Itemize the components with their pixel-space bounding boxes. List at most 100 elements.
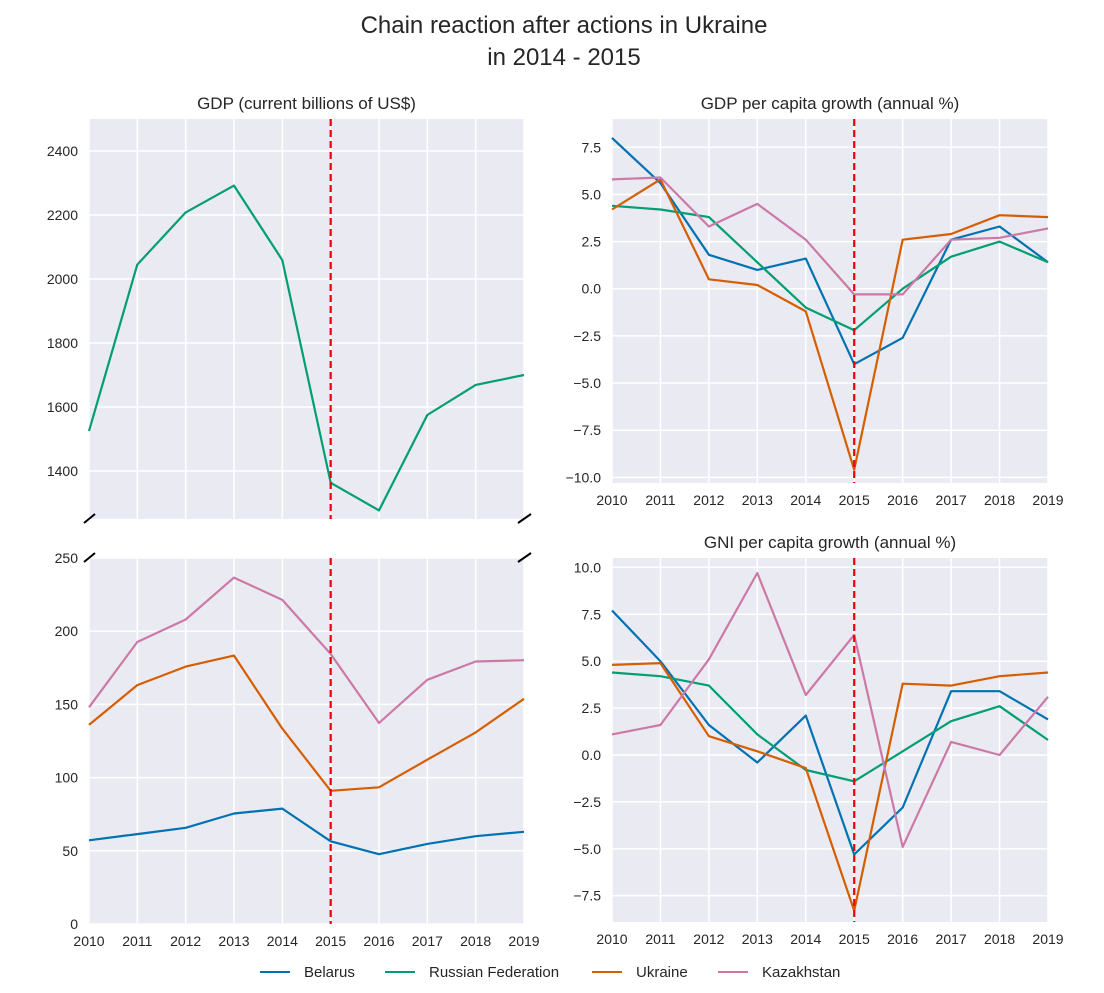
x-tick-label: 2012	[170, 933, 201, 949]
series-line-ukraine	[611, 178, 1049, 471]
panel-background	[612, 558, 1048, 922]
series-line-russian-federation	[87, 184, 525, 512]
legend: Belarus Russian Federation Ukraine Kazak…	[0, 962, 1104, 982]
y-tick-label: −10.0	[566, 469, 602, 485]
y-tick-label: 1400	[47, 463, 78, 479]
series-line-russian-federation	[611, 204, 1049, 332]
series-line-belarus	[611, 137, 1049, 366]
x-tick-label: 2018	[984, 931, 1015, 947]
axis-break-mark	[517, 513, 532, 524]
figure-title-line2: in 2014 - 2015	[487, 44, 641, 71]
panel-title: GNI per capita growth (annual %)	[704, 533, 956, 552]
series-line-kazakhstan	[611, 571, 1049, 849]
panel-background	[89, 119, 524, 519]
series-line-kazakhstan	[611, 176, 1049, 296]
x-tick-label: 2018	[984, 492, 1015, 508]
x-tick-label: 2015	[839, 931, 870, 947]
x-tick-label: 2014	[267, 933, 298, 949]
series-line-kazakhstan	[88, 576, 525, 725]
x-tick-label: 2011	[122, 933, 152, 949]
y-tick-label: 7.5	[582, 606, 602, 622]
x-tick-label: 2010	[596, 492, 627, 508]
legend-swatch-belarus	[260, 971, 290, 973]
panel-title: GDP per capita growth (annual %)	[701, 94, 960, 113]
panel-3: 7.5 5.0 2.5 0.0 −2.5 −5.0 −7.5 −10.0 2010 2011 201…	[566, 94, 1064, 508]
x-tick-label: 2019	[508, 933, 539, 949]
y-tick-label: 5.0	[582, 186, 602, 202]
y-tick-label: 1600	[47, 399, 78, 415]
y-tick-label: −2.5	[573, 794, 601, 810]
x-tick-label: 2017	[936, 931, 967, 947]
panel-2: 0 50 100 150 200 250 2010 2011 2012 2013 2014 2015 2…	[55, 550, 540, 949]
legend-label-ukraine: Ukraine	[636, 963, 688, 981]
figure-title-line1: Chain reaction after actions in Ukraine	[360, 12, 768, 39]
x-tick-label: 2010	[73, 933, 104, 949]
y-tick-label: 200	[55, 623, 79, 639]
x-tick-label: 2010	[596, 931, 627, 947]
panel-title: GDP (current billions of US$)	[197, 94, 416, 113]
legend-label-belarus: Belarus	[304, 963, 355, 981]
y-tick-label: 2000	[47, 271, 78, 287]
panel-background	[89, 558, 524, 924]
legend-swatch-russian-federation	[385, 971, 415, 973]
legend-label-russian-federation: Russian Federation	[429, 963, 560, 981]
legend-item-belarus: Belarus	[260, 962, 355, 982]
x-tick-label: 2014	[790, 931, 821, 947]
y-tick-label: 2.5	[582, 700, 602, 716]
series-line-ukraine	[611, 661, 1049, 912]
x-tick-label: 2012	[693, 931, 724, 947]
x-tick-label: 2019	[1032, 492, 1063, 508]
y-tick-label: 50	[62, 843, 78, 859]
x-tick-label: 2014	[790, 492, 821, 508]
x-tick-label: 2013	[742, 931, 773, 947]
y-tick-label: −2.5	[573, 328, 601, 344]
legend-label-kazakhstan: Kazakhstan	[762, 963, 841, 981]
x-tick-label: 2017	[412, 933, 443, 949]
y-tick-label: 250	[55, 550, 79, 566]
x-tick-label: 2013	[742, 492, 773, 508]
y-tick-label: 2.5	[582, 234, 602, 250]
x-tick-label: 2012	[693, 492, 724, 508]
y-tick-label: 1800	[47, 335, 78, 351]
y-tick-label: −5.0	[573, 841, 601, 857]
legend-swatch-kazakhstan	[718, 971, 748, 973]
y-tick-label: 100	[55, 770, 79, 786]
axis-break-marks	[83, 513, 532, 563]
axis-break-mark	[83, 513, 96, 524]
panel-background	[612, 119, 1048, 483]
y-tick-label: 2400	[47, 143, 78, 159]
y-tick-label: 7.5	[582, 139, 602, 155]
x-tick-label: 2011	[645, 492, 675, 508]
x-tick-label: 2018	[460, 933, 491, 949]
x-tick-label: 2015	[839, 492, 870, 508]
series-line-russian-federation	[611, 671, 1049, 783]
axis-break-mark	[517, 552, 532, 563]
panel-4: 10.0 7.5 5.0 2.5 0.0 −2.5 −5.0 −7.5 2010 2011 2012…	[573, 533, 1063, 947]
legend-swatch-ukraine	[592, 971, 622, 973]
y-tick-label: −7.5	[573, 422, 601, 438]
series-line-belarus	[88, 807, 525, 856]
y-tick-label: −5.0	[573, 375, 601, 391]
y-tick-label: 5.0	[582, 653, 602, 669]
legend-item-kazakhstan: Kazakhstan	[718, 962, 840, 982]
x-tick-label: 2015	[315, 933, 346, 949]
y-tick-label: −7.5	[573, 888, 601, 904]
legend-item-ukraine: Ukraine	[592, 962, 688, 982]
series-line-ukraine	[88, 654, 525, 792]
x-tick-label: 2019	[1032, 931, 1063, 947]
y-tick-label: 2200	[47, 207, 78, 223]
x-tick-label: 2016	[887, 492, 918, 508]
x-tick-label: 2016	[887, 931, 918, 947]
y-tick-label: 0.0	[582, 747, 602, 763]
axis-break-mark	[83, 552, 96, 563]
x-tick-label: 2011	[645, 931, 675, 947]
y-tick-label: 0.0	[582, 281, 602, 297]
x-tick-label: 2016	[363, 933, 394, 949]
y-tick-label: 0	[70, 916, 78, 932]
y-tick-label: 10.0	[574, 559, 601, 575]
y-tick-label: 150	[55, 696, 79, 712]
x-tick-label: 2017	[936, 492, 967, 508]
x-tick-label: 2013	[218, 933, 249, 949]
